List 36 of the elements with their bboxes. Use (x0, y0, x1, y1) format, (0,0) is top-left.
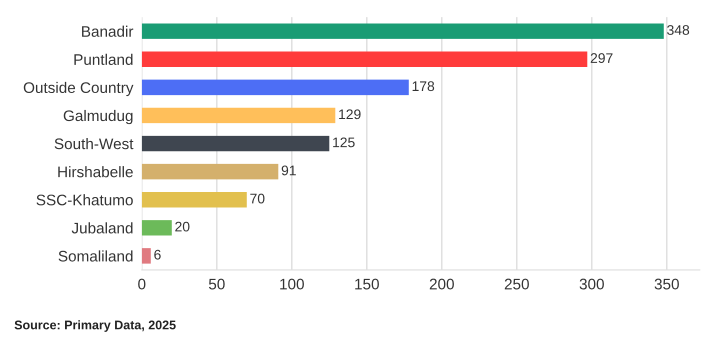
bar (142, 80, 409, 96)
x-tick-label: 150 (355, 278, 379, 290)
data-label: 20 (175, 222, 190, 232)
source-note: Source: Primary Data, 2025 (14, 320, 176, 332)
bar (142, 248, 151, 264)
data-label: 129 (339, 109, 361, 120)
data-label: 70 (250, 194, 264, 204)
data-label: 297 (590, 53, 613, 64)
data-label: 125 (333, 137, 355, 148)
x-tick-label: 300 (580, 278, 604, 290)
data-label: 6 (154, 250, 161, 260)
y-tick-label: Outside Country (24, 82, 134, 96)
bar (142, 192, 247, 208)
x-tick-label: 200 (430, 278, 454, 290)
bar (142, 52, 588, 68)
x-tick-label: 100 (280, 278, 304, 290)
y-tick-label: Banadir (82, 26, 134, 37)
data-label: 348 (667, 25, 690, 35)
data-label: 178 (412, 81, 434, 92)
x-tick-label: 350 (654, 278, 679, 290)
bar (142, 136, 330, 152)
y-tick-label: Puntland (74, 54, 132, 65)
x-tick-label: 50 (208, 278, 225, 290)
bar (142, 164, 278, 180)
bar (142, 108, 336, 124)
y-tick-label: Galmudug (64, 110, 132, 124)
y-tick-label: South-West (54, 138, 134, 150)
bar (142, 220, 172, 236)
y-tick-label: Hirshabelle (58, 166, 133, 178)
y-tick-label: Jubaland (72, 222, 132, 234)
data-label: 91 (282, 166, 296, 176)
y-tick-label: SSC-Khatumo (36, 194, 133, 206)
y-tick-label: Somaliland (58, 250, 132, 262)
x-tick-label: 0 (138, 278, 146, 290)
x-tick-label: 250 (504, 278, 529, 290)
bar (142, 23, 664, 39)
